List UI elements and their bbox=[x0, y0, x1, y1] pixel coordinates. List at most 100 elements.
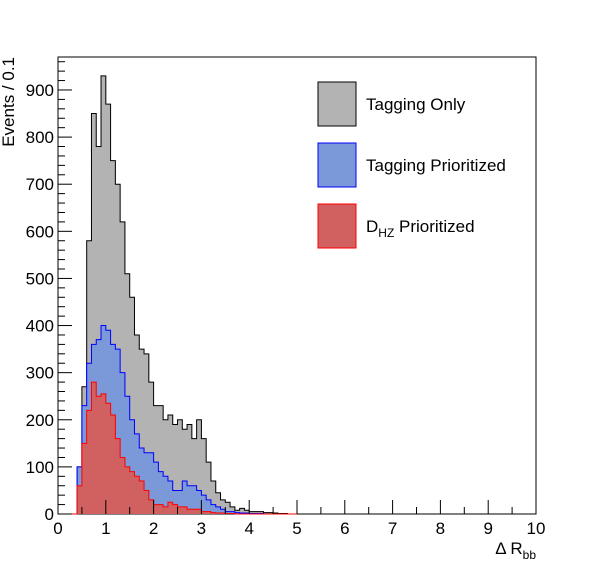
bar bbox=[215, 492, 221, 514]
bar bbox=[167, 481, 174, 514]
y-tick-label: 900 bbox=[26, 81, 54, 100]
bar bbox=[139, 481, 145, 514]
bar bbox=[263, 512, 269, 514]
bar bbox=[163, 419, 169, 514]
x-tick-label: 10 bbox=[527, 519, 546, 538]
legend-label: Tagging Only bbox=[366, 95, 466, 114]
bar bbox=[134, 433, 140, 514]
bar bbox=[196, 490, 202, 514]
bar bbox=[96, 396, 102, 514]
bar bbox=[158, 471, 164, 514]
bar bbox=[124, 396, 131, 514]
bar bbox=[124, 273, 131, 514]
y-tick-label: 800 bbox=[26, 128, 54, 147]
bar bbox=[172, 424, 178, 514]
histogram-bars bbox=[58, 75, 297, 515]
bar bbox=[191, 509, 198, 514]
legend: Tagging Only Tagging Prioritized DHZ Prior… bbox=[317, 81, 506, 249]
bar bbox=[129, 419, 135, 514]
bar bbox=[177, 506, 183, 514]
legend-swatch bbox=[317, 81, 357, 127]
bar bbox=[163, 476, 169, 514]
bar bbox=[144, 353, 150, 514]
bar bbox=[129, 471, 135, 514]
bar bbox=[182, 481, 188, 514]
bar bbox=[120, 372, 126, 514]
bar bbox=[230, 511, 236, 514]
bar bbox=[129, 297, 135, 514]
y-tick-label: 500 bbox=[26, 269, 54, 288]
bar bbox=[148, 499, 154, 514]
bar bbox=[249, 511, 255, 514]
x-axis-title-sub: bb bbox=[523, 548, 537, 562]
bar bbox=[210, 481, 217, 514]
bar bbox=[148, 382, 154, 514]
bar bbox=[158, 504, 164, 514]
bar bbox=[134, 334, 140, 514]
bar bbox=[167, 415, 174, 514]
bar bbox=[215, 506, 221, 514]
bar bbox=[101, 75, 107, 514]
bar bbox=[253, 511, 260, 514]
bar bbox=[153, 405, 159, 514]
bar bbox=[201, 438, 207, 514]
axes: 0 1 2 3 4 5 6 7 8 9 100100200300400500600700800900… bbox=[0, 57, 545, 562]
bar bbox=[182, 429, 188, 514]
bar bbox=[206, 499, 212, 514]
bar bbox=[153, 504, 159, 514]
bar bbox=[177, 419, 183, 514]
series-outline bbox=[58, 381, 297, 515]
bar bbox=[101, 393, 107, 514]
bar bbox=[196, 419, 202, 514]
legend-label: DHZ Prioritized bbox=[366, 217, 475, 240]
bar bbox=[115, 349, 121, 514]
bar bbox=[134, 476, 140, 514]
bar bbox=[187, 424, 193, 514]
bar bbox=[206, 511, 212, 514]
bar bbox=[96, 146, 102, 515]
bar bbox=[158, 405, 164, 514]
bar bbox=[139, 349, 145, 514]
bar bbox=[167, 502, 174, 514]
bar bbox=[172, 490, 178, 514]
bar bbox=[206, 462, 212, 514]
bar bbox=[86, 410, 92, 514]
bar bbox=[196, 509, 202, 514]
x-tick-label: 9 bbox=[483, 519, 492, 538]
bar bbox=[201, 495, 207, 514]
bar bbox=[244, 510, 250, 514]
bar bbox=[177, 490, 183, 514]
bar bbox=[234, 512, 241, 514]
bar bbox=[220, 499, 226, 514]
bar bbox=[268, 512, 274, 514]
bar bbox=[172, 504, 178, 514]
legend-swatch bbox=[317, 203, 357, 249]
x-tick-label: 0 bbox=[53, 519, 62, 538]
x-tick-label: 5 bbox=[292, 519, 301, 538]
bar bbox=[144, 490, 150, 514]
bar bbox=[120, 457, 126, 514]
legend-label: Tagging Prioritized bbox=[366, 156, 506, 175]
bar bbox=[191, 438, 198, 514]
bar bbox=[210, 504, 217, 514]
x-tick-label: 6 bbox=[340, 519, 349, 538]
bar bbox=[187, 509, 193, 514]
bar bbox=[115, 438, 121, 514]
bar bbox=[230, 506, 236, 514]
x-tick-label: 8 bbox=[436, 519, 445, 538]
y-tick-label: 200 bbox=[26, 411, 54, 430]
y-axis-title: Events / 0.1 bbox=[0, 57, 18, 147]
y-tick-label: 100 bbox=[26, 458, 54, 477]
bar bbox=[81, 443, 88, 514]
bar bbox=[91, 382, 97, 514]
bar bbox=[191, 485, 198, 514]
bar bbox=[110, 415, 116, 514]
bar bbox=[120, 221, 126, 514]
x-axis-title-main: Δ R bbox=[495, 539, 522, 558]
bar bbox=[225, 511, 231, 514]
y-tick-label: 300 bbox=[26, 364, 54, 383]
bar bbox=[105, 104, 111, 514]
bar bbox=[225, 502, 231, 514]
y-tick-label: 0 bbox=[45, 505, 54, 524]
